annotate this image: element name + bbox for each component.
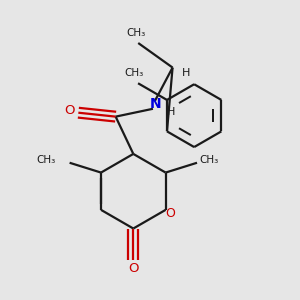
Text: H: H [182,68,190,78]
Text: N: N [150,97,162,111]
Text: CH₃: CH₃ [124,68,144,78]
Text: O: O [166,207,176,220]
Text: CH₃: CH₃ [127,28,146,38]
Text: CH₃: CH₃ [199,155,218,165]
Text: H: H [167,107,175,117]
Text: O: O [64,104,75,117]
Text: CH₃: CH₃ [37,155,56,165]
Text: O: O [128,262,139,275]
